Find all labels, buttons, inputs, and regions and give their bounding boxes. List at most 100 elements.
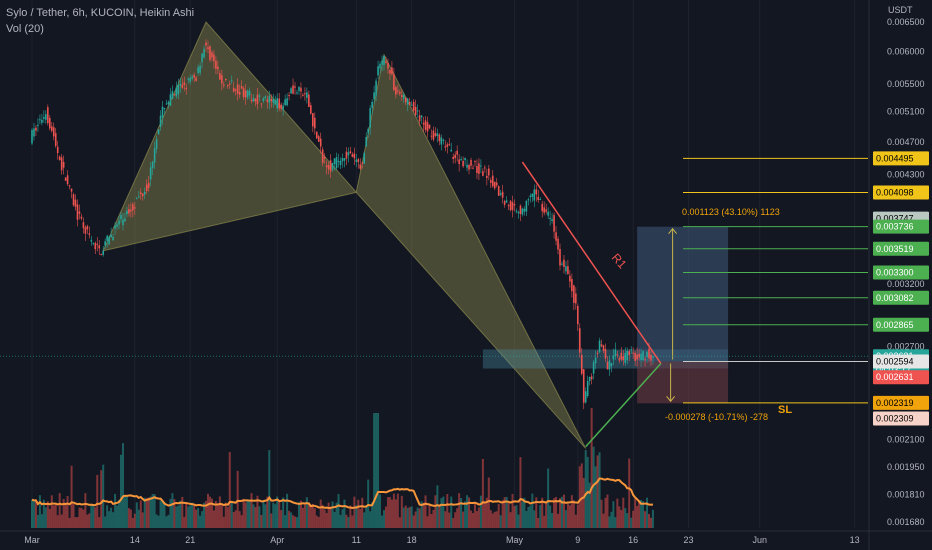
volume-bar: [205, 500, 208, 528]
candle: [563, 259, 565, 268]
candle: [551, 219, 553, 221]
volume-bar: [446, 494, 449, 528]
volume-bar: [62, 498, 65, 528]
candle: [126, 210, 128, 215]
price-tick-label: 0.001680: [887, 517, 925, 527]
candle: [329, 160, 332, 172]
candle: [612, 355, 615, 360]
price-tick-label: 0.002700: [887, 342, 925, 352]
volume-bar: [246, 500, 249, 528]
candle: [511, 202, 514, 211]
volume-bar: [529, 505, 532, 528]
volume-bar: [471, 513, 474, 528]
candle: [620, 352, 623, 360]
volume-bar: [438, 504, 441, 528]
candle: [523, 208, 526, 212]
volume-bar: [377, 413, 380, 528]
volume-bar: [426, 516, 429, 528]
volume-bar: [181, 496, 184, 528]
volume-bar: [553, 498, 556, 528]
candle: [575, 293, 577, 304]
candle: [213, 54, 215, 62]
volume-bar: [44, 507, 47, 528]
volume-bar: [543, 515, 546, 528]
volume-bar: [642, 501, 645, 528]
volume-bar: [119, 454, 122, 528]
volume-bar: [475, 511, 478, 528]
volume-bar: [309, 505, 312, 528]
candle: [308, 94, 310, 107]
time-tick-label: 18: [407, 535, 417, 545]
volume-bar: [442, 496, 445, 528]
volume-bar: [485, 497, 488, 528]
candle: [648, 348, 650, 359]
candle: [201, 53, 203, 63]
volume-bar: [212, 510, 215, 528]
candle: [151, 161, 154, 169]
volume-bar: [276, 496, 279, 528]
candle: [624, 352, 627, 363]
price-tick-label: 0.003200: [887, 279, 925, 289]
volume-bar: [470, 510, 473, 528]
candle: [130, 209, 132, 212]
volume-bar: [355, 505, 358, 528]
volume-bar: [230, 502, 233, 528]
price-badge-label: 0.003747: [876, 214, 914, 224]
volume-bar: [222, 516, 225, 528]
candle: [47, 107, 49, 124]
volume-bar: [644, 511, 647, 528]
price-tick-label: 0.004700: [887, 137, 925, 147]
candle: [650, 354, 652, 361]
price-badge: [873, 241, 929, 256]
candle: [616, 354, 619, 356]
candle: [331, 163, 334, 170]
volume-bar: [608, 516, 611, 528]
volume-bar: [311, 503, 314, 528]
volume-bar: [477, 507, 480, 528]
stop-loss-label: SL: [778, 404, 792, 416]
volume-bar: [580, 463, 583, 528]
volume-bar: [487, 477, 490, 528]
volume-bar: [305, 497, 308, 528]
candle: [466, 164, 468, 168]
volume-bar: [118, 499, 121, 528]
volume-bar: [48, 508, 51, 528]
candle: [432, 130, 435, 140]
candle: [248, 90, 251, 96]
volume-bar: [315, 515, 318, 528]
candle: [383, 56, 385, 66]
candle: [361, 162, 364, 164]
candle: [246, 90, 249, 98]
candle: [141, 193, 144, 197]
volume-bar: [517, 514, 520, 528]
volume-bar: [280, 510, 283, 528]
candle: [64, 177, 67, 181]
time-tick-label: Apr: [270, 535, 284, 545]
volume-bar: [634, 498, 637, 528]
volume-bar: [149, 496, 152, 528]
candle: [385, 61, 387, 64]
candle: [399, 91, 401, 94]
volume-bar: [384, 506, 387, 528]
volume-bar: [590, 407, 593, 528]
volume-bar: [428, 504, 431, 528]
price-badge: [873, 265, 929, 280]
candle: [628, 351, 631, 356]
candle: [343, 158, 346, 161]
time-tick-label: 11: [352, 535, 361, 545]
candle: [134, 207, 136, 209]
volume-bar: [208, 496, 211, 528]
candle: [159, 115, 162, 127]
candle: [116, 224, 118, 227]
volume-bar: [406, 507, 409, 528]
price-tick-label: 0.001950: [887, 462, 925, 472]
candle: [513, 204, 516, 206]
candle: [573, 285, 575, 303]
volume-bar: [224, 502, 227, 528]
candle: [400, 95, 403, 98]
volume-bar: [361, 497, 364, 528]
candle: [537, 196, 540, 201]
volume-bar: [218, 496, 221, 528]
volume-bar: [319, 499, 322, 528]
